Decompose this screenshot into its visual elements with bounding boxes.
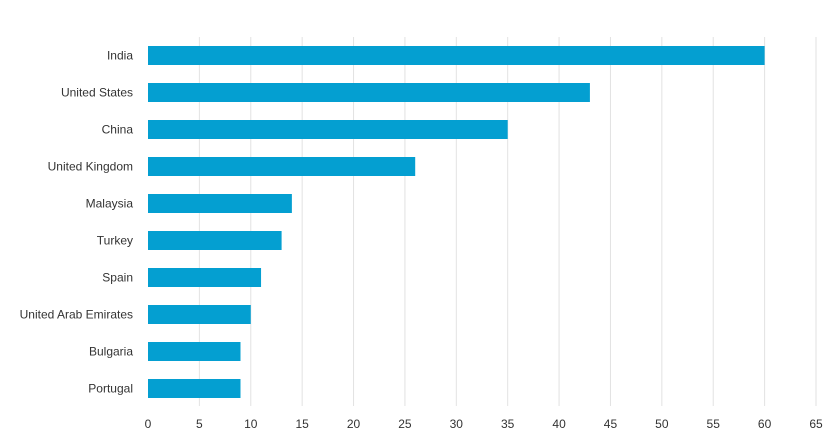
tick-label: 0 (145, 417, 152, 431)
tick-label: 25 (398, 417, 412, 431)
tick-label: 65 (809, 417, 823, 431)
tick-label: 30 (450, 417, 464, 431)
bar-united-arab-emirates (148, 305, 251, 324)
category-labels: India United States China United Kingdom Mal… (20, 49, 134, 396)
bar-spain (148, 268, 262, 287)
bar-india (148, 46, 765, 65)
tick-label: 15 (295, 417, 309, 431)
category-label-united-states: United States (61, 86, 133, 100)
bar-portugal (148, 379, 241, 398)
tick-label: 10 (244, 417, 258, 431)
bar-bulgaria (148, 342, 241, 361)
tick-label: 50 (655, 417, 669, 431)
tick-label: 35 (501, 417, 515, 431)
category-label-spain: Spain (102, 271, 133, 285)
bar-turkey (148, 231, 282, 250)
bars (148, 46, 765, 398)
bar-united-states (148, 83, 590, 102)
category-label-united-kingdom: United Kingdom (48, 160, 133, 174)
x-axis-tick-labels: 0 5 10 15 20 25 30 35 40 45 50 55 60 65 (145, 417, 823, 431)
bar-united-kingdom (148, 157, 416, 176)
tick-label: 40 (552, 417, 566, 431)
bar-malaysia (148, 194, 292, 213)
category-label-portugal: Portugal (88, 382, 133, 396)
tick-label: 60 (758, 417, 772, 431)
category-label-united-arab-emirates: United Arab Emirates (20, 308, 133, 322)
category-label-india: India (107, 49, 133, 63)
tick-label: 55 (707, 417, 721, 431)
tick-label: 5 (196, 417, 203, 431)
category-label-bulgaria: Bulgaria (89, 345, 133, 359)
tick-label: 20 (347, 417, 361, 431)
tick-label: 45 (604, 417, 618, 431)
category-label-turkey: Turkey (97, 234, 133, 248)
bar-china (148, 120, 508, 139)
category-label-china: China (102, 123, 134, 137)
category-label-malaysia: Malaysia (86, 197, 134, 211)
